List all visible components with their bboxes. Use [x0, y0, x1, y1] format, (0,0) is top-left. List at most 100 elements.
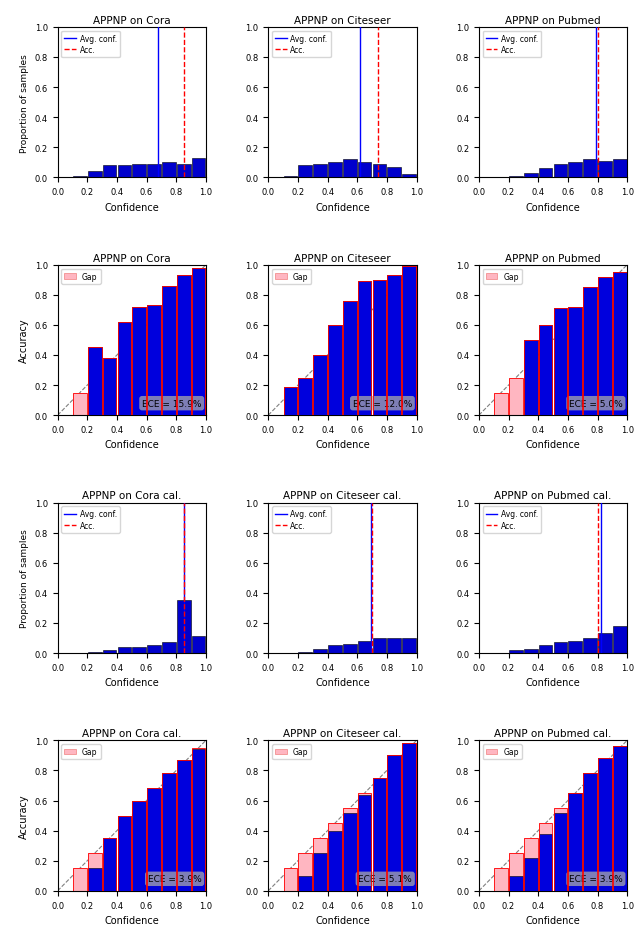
- Bar: [177, 276, 191, 416]
- Bar: [554, 164, 567, 178]
- Bar: [177, 276, 191, 416]
- Bar: [132, 801, 146, 891]
- X-axis label: Confidence: Confidence: [104, 677, 159, 688]
- Bar: [298, 379, 312, 416]
- X-axis label: Confidence: Confidence: [315, 202, 370, 213]
- Bar: [539, 169, 552, 178]
- Bar: [494, 393, 508, 416]
- Bar: [524, 857, 538, 891]
- Bar: [177, 760, 191, 891]
- Bar: [387, 755, 401, 891]
- Bar: [509, 876, 523, 891]
- Text: ECE = 5.1%: ECE = 5.1%: [358, 874, 412, 883]
- Bar: [192, 637, 205, 653]
- Bar: [583, 288, 597, 416]
- Bar: [613, 161, 627, 178]
- Bar: [524, 174, 538, 178]
- Bar: [583, 638, 597, 653]
- Bar: [583, 288, 597, 416]
- Bar: [314, 355, 327, 416]
- Bar: [539, 326, 552, 416]
- Bar: [132, 164, 146, 178]
- Bar: [192, 268, 205, 416]
- Bar: [328, 646, 342, 653]
- Legend: Gap: Gap: [483, 744, 522, 759]
- Bar: [132, 648, 146, 653]
- Bar: [328, 326, 342, 416]
- Bar: [147, 789, 161, 891]
- Bar: [583, 161, 597, 178]
- Title: APPNP on Pubmed: APPNP on Pubmed: [505, 16, 601, 26]
- Bar: [102, 838, 116, 891]
- Bar: [598, 758, 612, 891]
- Bar: [314, 649, 327, 653]
- Title: APPNP on Cora: APPNP on Cora: [93, 253, 171, 264]
- Bar: [372, 638, 387, 653]
- Bar: [568, 793, 582, 891]
- Bar: [162, 774, 175, 891]
- Bar: [73, 869, 86, 891]
- Bar: [598, 277, 612, 416]
- Bar: [554, 309, 567, 416]
- Bar: [118, 323, 131, 416]
- Bar: [298, 651, 312, 653]
- Bar: [132, 801, 146, 891]
- Bar: [583, 774, 597, 891]
- Bar: [314, 164, 327, 178]
- Bar: [568, 307, 582, 416]
- Bar: [524, 341, 538, 416]
- Bar: [73, 393, 86, 416]
- Legend: Avg. conf., Acc.: Avg. conf., Acc.: [483, 32, 541, 58]
- Bar: [613, 746, 627, 891]
- Bar: [162, 774, 175, 891]
- Bar: [132, 801, 146, 891]
- Bar: [613, 746, 627, 891]
- Bar: [177, 276, 191, 416]
- Bar: [147, 646, 161, 653]
- Bar: [328, 326, 342, 416]
- Bar: [598, 161, 612, 178]
- Bar: [372, 778, 387, 891]
- Title: APPNP on Citeseer: APPNP on Citeseer: [294, 16, 390, 26]
- Bar: [192, 268, 205, 416]
- Bar: [598, 758, 612, 891]
- X-axis label: Confidence: Confidence: [525, 440, 580, 450]
- Bar: [387, 276, 401, 416]
- Bar: [284, 869, 298, 891]
- Bar: [403, 267, 416, 416]
- X-axis label: Confidence: Confidence: [315, 440, 370, 450]
- Bar: [162, 643, 175, 653]
- Bar: [88, 173, 102, 178]
- Bar: [192, 159, 205, 178]
- Text: ECE = 15.9%: ECE = 15.9%: [142, 399, 202, 408]
- X-axis label: Confidence: Confidence: [525, 677, 580, 688]
- Bar: [118, 166, 131, 178]
- Bar: [568, 793, 582, 891]
- Y-axis label: Proportion of samples: Proportion of samples: [20, 54, 29, 152]
- Bar: [509, 379, 523, 416]
- Bar: [298, 853, 312, 891]
- Bar: [372, 280, 387, 416]
- Bar: [568, 163, 582, 178]
- Legend: Avg. conf., Acc.: Avg. conf., Acc.: [272, 507, 331, 534]
- X-axis label: Confidence: Confidence: [315, 677, 370, 688]
- Bar: [539, 646, 552, 653]
- Bar: [147, 164, 161, 178]
- Bar: [118, 323, 131, 416]
- Bar: [102, 358, 116, 416]
- Bar: [102, 651, 116, 653]
- Bar: [509, 853, 523, 891]
- Bar: [509, 379, 523, 416]
- Legend: Avg. conf., Acc.: Avg. conf., Acc.: [483, 507, 541, 534]
- Bar: [583, 288, 597, 416]
- Bar: [147, 789, 161, 891]
- Bar: [73, 869, 86, 891]
- Bar: [554, 808, 567, 891]
- Bar: [343, 161, 356, 178]
- Bar: [403, 743, 416, 891]
- Bar: [298, 379, 312, 416]
- Bar: [539, 326, 552, 416]
- Bar: [328, 831, 342, 891]
- Bar: [613, 273, 627, 416]
- Title: APPNP on Cora cal.: APPNP on Cora cal.: [82, 728, 182, 739]
